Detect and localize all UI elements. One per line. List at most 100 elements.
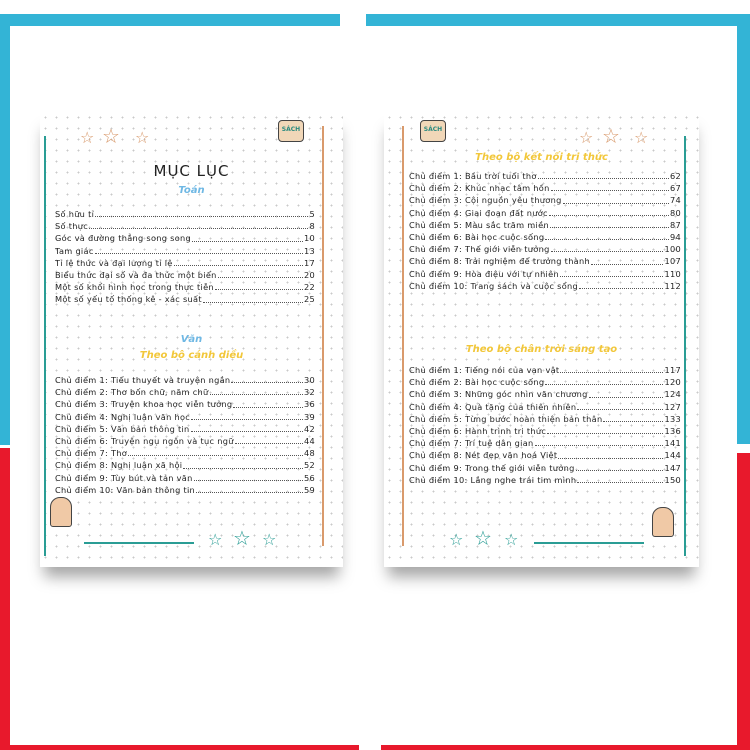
dot-leader: [537, 170, 669, 180]
frame-top-left: [0, 14, 340, 26]
frame-top-right: [366, 14, 750, 26]
toc-entry-title: Một số yếu tố thống kê - xác suất: [55, 294, 202, 305]
dot-leader: [560, 364, 664, 374]
toc-entry-page: 80: [669, 207, 681, 218]
star-icon: ☆: [233, 526, 251, 550]
toc-entry: Chủ điểm 4: Nghị luận văn học 39: [55, 411, 315, 423]
toc-entry-title: Chủ điểm 2: Thơ bốn chữ, năm chữ: [55, 387, 209, 398]
toc-entry: Chủ điểm 7: Trí tuệ dân gian 141: [409, 437, 681, 449]
star-icon: ☆: [474, 526, 492, 550]
toc-entry: Chủ điểm 1: Bầu trời tuổi thơ 62: [409, 170, 681, 182]
toc-entry: Chủ điểm 8: Trải nghiệm để trưởng thành 1…: [409, 255, 681, 267]
toc-entry-page: 127: [664, 401, 681, 412]
literature-heading: Văn: [180, 334, 203, 345]
toc-entry-page: 117: [664, 365, 681, 375]
toc-entry-title: Chủ điểm 5: Từng bước hoàn thiện bản thâ…: [409, 413, 603, 424]
stamp-icon: SÁCH: [420, 120, 446, 142]
toc-entry-title: Chủ điểm 10: Lắng nghe trái tim mình: [409, 474, 577, 485]
dot-leader: [95, 208, 309, 218]
toc-entry: Chủ điểm 2: Khúc nhạc tâm hồn 67: [409, 182, 681, 194]
toc-entry: Chủ điểm 3: Cội nguồn yêu thương 74: [409, 194, 681, 206]
toc-entry-title: Chủ điểm 3: Truyện khoa học viễn tưởng: [55, 399, 233, 410]
toc-entry-page: 13: [303, 245, 315, 256]
star-icon: ☆: [208, 530, 223, 549]
frame-left-blue: [0, 14, 10, 445]
dot-leader: [209, 386, 303, 396]
toc-entry-page: 22: [303, 282, 315, 293]
right-page: SÁCH ☆ ☆ ☆ Theo bộ kết nối tri thức Chủ …: [384, 112, 699, 567]
set1-toc: Chủ điểm 1: Tiểu thuyết và truyện ngắn 30…: [55, 374, 315, 496]
toc-entry-title: Chủ điểm 3: Cội nguồn yêu thương: [409, 195, 562, 206]
toc-entry: Chủ điểm 4: Quà tặng của thiên nhiên 127: [409, 401, 681, 413]
dot-leader: [234, 435, 303, 445]
toc-entry-page: 133: [664, 413, 681, 424]
frame-left-red: [0, 448, 10, 750]
toc-entry-page: 44: [303, 435, 315, 446]
toc-entry-page: 150: [664, 474, 681, 485]
toc-entry: Chủ điểm 10: Văn bản thông tin 59: [55, 484, 315, 496]
dot-leader: [590, 255, 664, 265]
toc-entry-page: 124: [664, 389, 681, 400]
set1-heading: Theo bộ cánh diều: [139, 350, 244, 361]
dot-leader: [217, 269, 303, 279]
toc-entry: Tam giác 13: [55, 245, 315, 257]
toc-entry-title: Biểu thức đại số và đa thức một biến: [55, 269, 217, 280]
toc-entry-title: Chủ điểm 8: Nét đẹp văn hoá Việt: [409, 450, 558, 461]
dot-leader: [173, 257, 303, 266]
math-toc: Số hữu tỉ 5 Số thực 8 Góc và đường thẳng son…: [55, 208, 315, 306]
frame-bottom-right: [381, 745, 750, 750]
toc-entry-title: Số hữu tỉ: [55, 209, 95, 219]
toc-entry-title: Chủ điểm 7: Thế giới viễn tưởng: [409, 244, 550, 255]
toc-entry: Chủ điểm 10: Trang sách và cuộc sống 112: [409, 280, 681, 292]
toc-entry-page: 74: [669, 195, 681, 206]
toc-entry-page: 120: [664, 377, 681, 388]
star-icon: ☆: [602, 124, 620, 148]
toc-entry: Chủ điểm 1: Tiểu thuyết và truyện ngắn 30: [55, 374, 315, 386]
toc-entry-title: Chủ điểm 4: Giai đoạn đất nước: [409, 207, 548, 218]
toc-entry-title: Chủ điểm 2: Khúc nhạc tâm hồn: [409, 183, 550, 194]
toc-entry: Một số yếu tố thống kê - xác suất 25: [55, 293, 315, 305]
toc-entry: Chủ điểm 10: Lắng nghe trái tim mình 150: [409, 474, 681, 486]
toc-entry-title: Chủ điểm 9: Tùy bút và tản văn: [55, 472, 193, 483]
toc-entry-title: Chủ điểm 8: Trải nghiệm để trưởng thành: [409, 256, 590, 267]
toc-entry-page: 100: [664, 244, 681, 255]
toc-entry-page: 136: [664, 425, 681, 436]
toc-entry-page: 59: [303, 484, 315, 495]
toc-entry-page: 30: [303, 375, 315, 385]
dot-leader: [191, 411, 303, 420]
toc-entry-page: 52: [303, 460, 315, 471]
left-border-orange: [402, 126, 404, 546]
dot-leader: [603, 413, 664, 422]
frame-bottom-left: [0, 745, 359, 750]
dot-leader: [558, 449, 664, 459]
dot-leader: [549, 219, 669, 228]
frame-right-blue: [737, 14, 750, 444]
dot-leader: [562, 194, 669, 204]
toc-entry-title: Chủ điểm 6: Bài học cuộc sống: [409, 231, 545, 242]
toc-entry: Chủ điểm 9: Tùy bút và tản văn 56: [55, 472, 315, 484]
toc-entry-title: Chủ điểm 10: Văn bản thông tin: [55, 484, 196, 495]
dot-leader: [577, 474, 664, 483]
dot-leader: [89, 220, 309, 230]
toc-entry-page: 56: [303, 472, 315, 483]
right-border-orange: [322, 126, 324, 546]
dot-leader: [545, 231, 669, 241]
toc-entry-page: 5: [309, 209, 315, 219]
toc-entry-title: Chủ điểm 1: Bầu trời tuổi thơ: [409, 171, 537, 181]
left-page: ☆ ☆ ☆ SÁCH MỤC LỤC Toán Số hữu tỉ 5 Số thự…: [40, 112, 343, 567]
dot-leader: [190, 423, 303, 432]
toc-entry-page: 48: [303, 448, 315, 459]
toc-entry-page: 87: [669, 219, 681, 230]
toc-entry-page: 39: [303, 411, 315, 422]
toc-entry-title: Chủ điểm 4: Quà tặng của thiên nhiên: [409, 401, 577, 412]
toc-entry-page: 25: [303, 294, 315, 305]
toc-entry-title: Số thực: [55, 221, 88, 232]
dot-leader: [128, 447, 303, 457]
set2-heading: Theo bộ kết nối tri thức: [475, 152, 608, 163]
dot-leader: [548, 207, 669, 216]
set3-heading: Theo bộ chân trời sáng tạo: [465, 344, 618, 355]
toc-entry: Chủ điểm 1: Tiếng nói của vạn vật 117: [409, 364, 681, 376]
toc-entry-title: Chủ điểm 1: Tiểu thuyết và truyện ngắn: [55, 375, 231, 385]
dot-leader: [196, 484, 303, 493]
toc-entry-page: 32: [303, 387, 315, 398]
